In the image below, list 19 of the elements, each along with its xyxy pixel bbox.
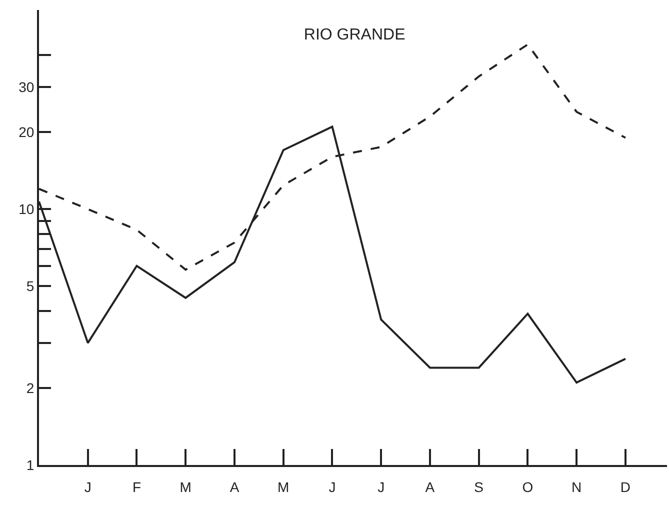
x-tick-label: A [230, 478, 240, 495]
y-tick-label: 30 [18, 78, 34, 95]
x-tick-label: F [132, 478, 142, 495]
x-tick-label: D [620, 478, 631, 495]
x-tick-label: J [378, 478, 385, 495]
x-tick-label: J [84, 478, 92, 495]
y-tick-label: 5 [26, 278, 34, 294]
x-tick-label: O [522, 478, 534, 495]
y-tick-label: 10 [18, 201, 34, 218]
x-tick-label: M [180, 478, 192, 495]
x-tick-label: N [572, 478, 582, 495]
x-tick-label: S [474, 478, 484, 495]
y-tick-label: 2 [26, 380, 34, 396]
x-tick-label: J [328, 478, 336, 495]
y-tick-label: 1 [26, 456, 34, 473]
x-tick-label: A [425, 478, 436, 495]
text: RIO GRANDE [304, 26, 406, 44]
y-tick-label: 20 [18, 124, 34, 140]
x-tick-label: M [278, 478, 290, 495]
